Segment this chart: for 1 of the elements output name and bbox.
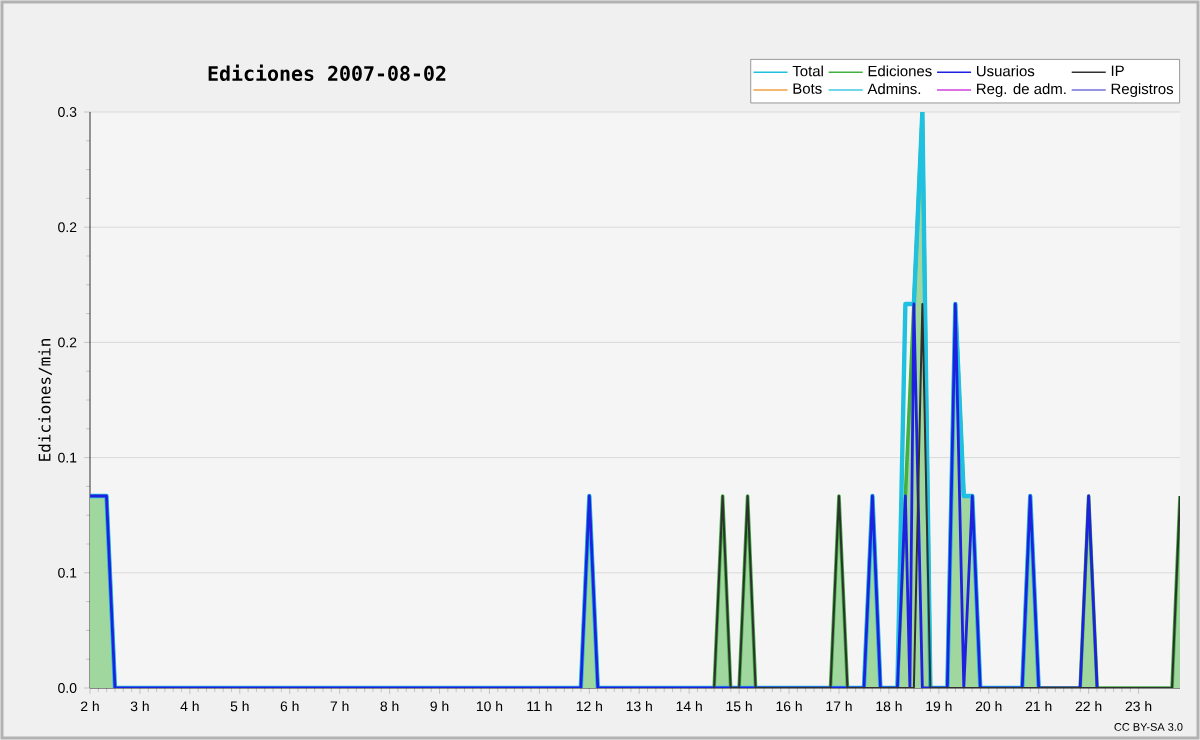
chart-title: Ediciones 2007-08-02 [208, 64, 446, 81]
